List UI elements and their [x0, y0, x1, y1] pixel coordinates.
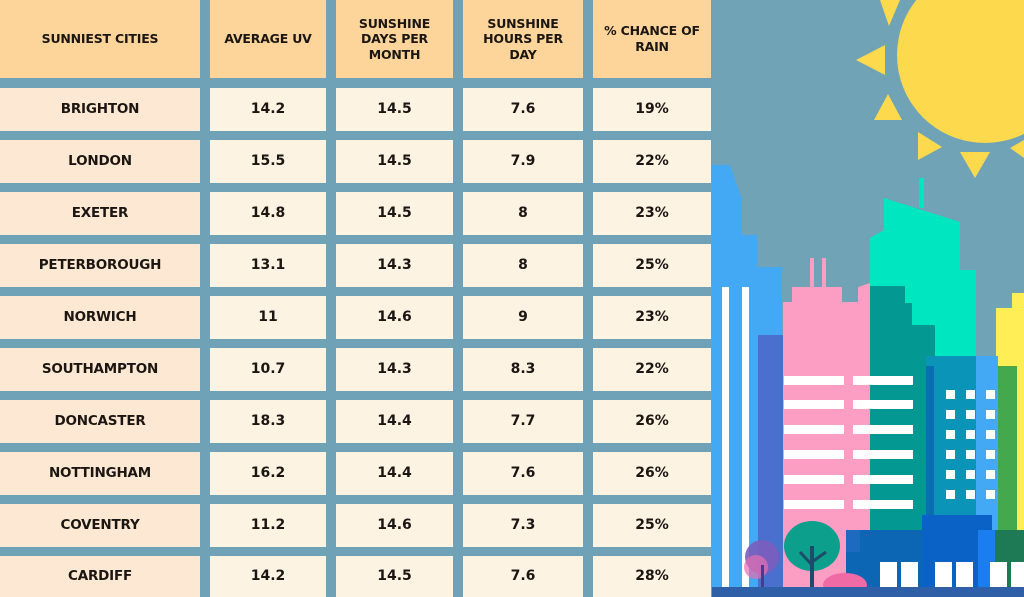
- sunshine-days-value: 14.5: [336, 192, 453, 235]
- column-header-sunshine-days: SUNSHINE DAYS PER MONTH: [336, 0, 453, 78]
- column-header-city: SUNNIEST CITIES: [0, 0, 200, 78]
- city-name: COVENTRY: [0, 504, 200, 547]
- sunshine-hours-value: 9: [463, 296, 583, 339]
- sunshine-days-value: 14.6: [336, 296, 453, 339]
- sunshine-hours-value: 7.3: [463, 504, 583, 547]
- sun-icon: [856, 0, 1024, 178]
- city-name: EXETER: [0, 192, 200, 235]
- sunniest-cities-table: SUNNIEST CITIES AVERAGE UV SUNSHINE DAYS…: [0, 0, 712, 597]
- column-header-chance-of-rain: % CHANCE OF RAIN: [593, 0, 711, 78]
- sunshine-hours-value: 7.7: [463, 400, 583, 443]
- rain-chance-value: 25%: [593, 504, 711, 547]
- average-uv-value: 10.7: [210, 348, 326, 391]
- rain-chance-value: 28%: [593, 556, 711, 597]
- city-name: SOUTHAMPTON: [0, 348, 200, 391]
- city-name: NOTTINGHAM: [0, 452, 200, 495]
- sunshine-hours-value: 8: [463, 244, 583, 287]
- average-uv-value: 14.8: [210, 192, 326, 235]
- teal-building-icon: [853, 286, 935, 597]
- sunshine-hours-value: 8: [463, 192, 583, 235]
- sunshine-hours-value: 8.3: [463, 348, 583, 391]
- city-name: NORWICH: [0, 296, 200, 339]
- column-header-average-uv: AVERAGE UV: [210, 0, 326, 78]
- average-uv-value: 15.5: [210, 140, 326, 183]
- column-header-sunshine-hours: SUNSHINE HOURS PER DAY: [463, 0, 583, 78]
- sunshine-hours-value: 7.9: [463, 140, 583, 183]
- rain-chance-value: 19%: [593, 88, 711, 131]
- rain-chance-value: 23%: [593, 296, 711, 339]
- rain-chance-value: 22%: [593, 348, 711, 391]
- average-uv-value: 11: [210, 296, 326, 339]
- average-uv-value: 18.3: [210, 400, 326, 443]
- city-skyline-illustration: [712, 0, 1024, 597]
- sunshine-days-value: 14.5: [336, 556, 453, 597]
- rain-chance-value: 25%: [593, 244, 711, 287]
- sunshine-hours-value: 7.6: [463, 556, 583, 597]
- city-name: CARDIFF: [0, 556, 200, 597]
- average-uv-value: 11.2: [210, 504, 326, 547]
- average-uv-value: 14.2: [210, 556, 326, 597]
- city-name: BRIGHTON: [0, 88, 200, 131]
- sunshine-days-value: 14.6: [336, 504, 453, 547]
- sunshine-hours-value: 7.6: [463, 88, 583, 131]
- storefront-icon: [846, 515, 1024, 597]
- tree-icon: [744, 521, 867, 597]
- average-uv-value: 14.2: [210, 88, 326, 131]
- city-name: LONDON: [0, 140, 200, 183]
- rain-chance-value: 22%: [593, 140, 711, 183]
- sunshine-days-value: 14.4: [336, 452, 453, 495]
- sunshine-hours-value: 7.6: [463, 452, 583, 495]
- ground-strip: [712, 587, 1024, 597]
- average-uv-value: 16.2: [210, 452, 326, 495]
- rain-chance-value: 23%: [593, 192, 711, 235]
- city-name: DONCASTER: [0, 400, 200, 443]
- rain-chance-value: 26%: [593, 400, 711, 443]
- average-uv-value: 13.1: [210, 244, 326, 287]
- sunshine-days-value: 14.3: [336, 244, 453, 287]
- city-name: PETERBOROUGH: [0, 244, 200, 287]
- sunshine-days-value: 14.4: [336, 400, 453, 443]
- sunshine-days-value: 14.3: [336, 348, 453, 391]
- rain-chance-value: 26%: [593, 452, 711, 495]
- sunshine-days-value: 14.5: [336, 140, 453, 183]
- sunshine-days-value: 14.5: [336, 88, 453, 131]
- pink-building-icon: [783, 258, 913, 597]
